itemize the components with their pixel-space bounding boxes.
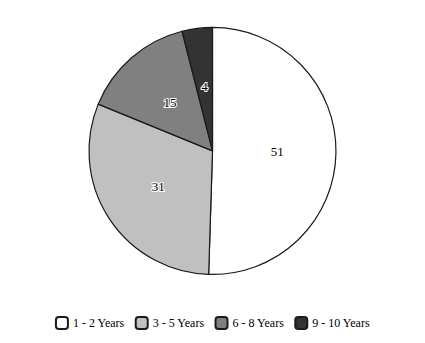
svg-text:9 - 10 Years: 9 - 10 Years (312, 316, 370, 330)
svg-text:15: 15 (164, 95, 177, 110)
svg-text:4: 4 (201, 79, 208, 94)
svg-text:6 - 8 Years: 6 - 8 Years (233, 316, 285, 330)
svg-text:51: 51 (271, 144, 284, 159)
svg-text:3 - 5 Years: 3 - 5 Years (153, 316, 205, 330)
svg-text:31: 31 (152, 179, 165, 194)
svg-text:1 - 2 Years: 1 - 2 Years (73, 316, 125, 330)
